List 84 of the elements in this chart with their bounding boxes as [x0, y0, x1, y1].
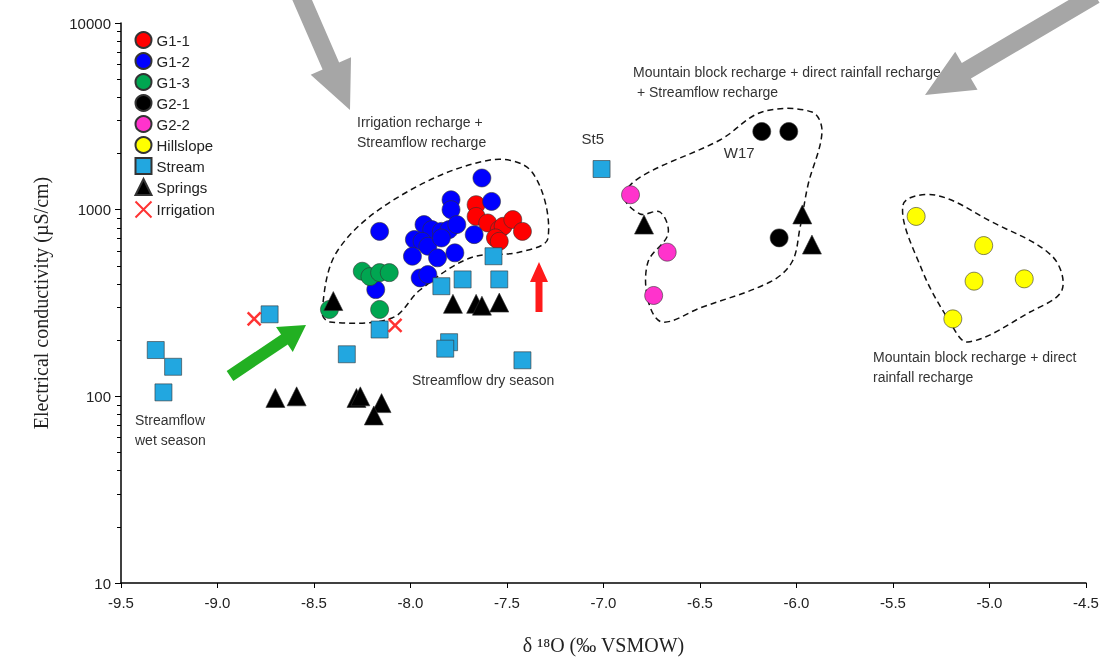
point: [432, 277, 451, 296]
y-tick-label: 100: [85, 387, 111, 405]
x-tick-label: -6.0: [783, 594, 810, 611]
point: [752, 122, 772, 141]
annotation: Irrigation recharge + Streamflow recharge: [357, 114, 487, 150]
legend-label: G2-2: [156, 115, 190, 133]
x-tick-label: -4.5: [1073, 594, 1099, 611]
point: [906, 207, 926, 226]
legend-label: G1-3: [156, 73, 190, 91]
annotation: St5: [581, 130, 605, 148]
point: [484, 247, 503, 266]
point: [1014, 269, 1034, 289]
point: [634, 214, 654, 235]
point: [657, 242, 677, 262]
point: [432, 228, 451, 248]
point: [246, 311, 262, 327]
point: [370, 222, 389, 241]
x-tick-label: -9.5: [108, 594, 134, 611]
legend-label: Springs: [156, 178, 208, 196]
point: [964, 271, 984, 291]
point: [490, 270, 509, 289]
annotation: Streamflow wet season: [134, 412, 209, 448]
point: [792, 204, 813, 225]
point: [260, 305, 279, 324]
point: [364, 405, 384, 426]
point: [338, 345, 356, 364]
point: [482, 192, 501, 211]
x-tick-label: -7.0: [590, 594, 617, 611]
point: [443, 294, 463, 314]
point: [164, 357, 182, 376]
annotation: W17: [723, 144, 755, 162]
point: [592, 160, 611, 178]
point: [489, 292, 510, 313]
point: [974, 236, 994, 255]
x-tick-label: -5.5: [880, 594, 906, 611]
point: [769, 228, 789, 248]
point: [370, 300, 389, 319]
point: [513, 351, 532, 370]
point: [621, 185, 640, 205]
point: [644, 286, 663, 305]
x-tick-label: -8.5: [301, 594, 327, 611]
point: [418, 265, 438, 284]
point: [436, 339, 455, 358]
point: [464, 225, 484, 244]
y-tick-label: 10000: [69, 14, 111, 32]
annotation: Mountain block recharge + direct rainfall recharge: [873, 349, 1081, 385]
point: [265, 388, 286, 408]
point: [441, 200, 461, 219]
x-tick-label: -9.0: [204, 594, 231, 611]
point: [445, 243, 465, 263]
legend-label: Irrigation: [156, 201, 215, 218]
legend-label: G1-2: [156, 52, 190, 70]
annotation: Mountain block recharge + direct rainfall recharge + Streamflow recharge: [633, 64, 941, 100]
point: [146, 341, 165, 359]
point: [387, 317, 403, 334]
point: [154, 383, 173, 402]
point: [802, 234, 822, 255]
annotation: Streamflow dry season: [412, 372, 555, 388]
x-tick-label: -5.0: [976, 594, 1003, 611]
point: [472, 168, 492, 188]
y-axis-title: Electrical conductivity (µS/cm): [30, 176, 53, 430]
point: [943, 309, 963, 329]
y-tick-label: 10: [94, 574, 111, 592]
x-tick-label: -8.0: [397, 594, 424, 611]
point: [490, 231, 509, 251]
point: [286, 386, 307, 407]
point: [403, 246, 422, 266]
x-tick-label: -6.5: [687, 594, 713, 611]
x-axis-title: δ ¹⁸O (‰ VSMOW): [522, 634, 685, 657]
point: [323, 291, 344, 311]
legend-label: G2-1: [156, 94, 190, 112]
point: [379, 263, 399, 282]
point: [447, 215, 467, 234]
point: [472, 295, 492, 316]
legend-label: G1-1: [156, 31, 190, 49]
legend-label: Stream: [156, 157, 205, 175]
x-tick-label: -7.5: [494, 594, 520, 611]
point: [453, 270, 472, 289]
point: [370, 320, 389, 339]
point: [779, 122, 799, 141]
y-tick-label: 1000: [77, 201, 111, 219]
legend-label: Hillslope: [156, 136, 214, 154]
point: [513, 222, 532, 241]
point: [428, 248, 447, 268]
